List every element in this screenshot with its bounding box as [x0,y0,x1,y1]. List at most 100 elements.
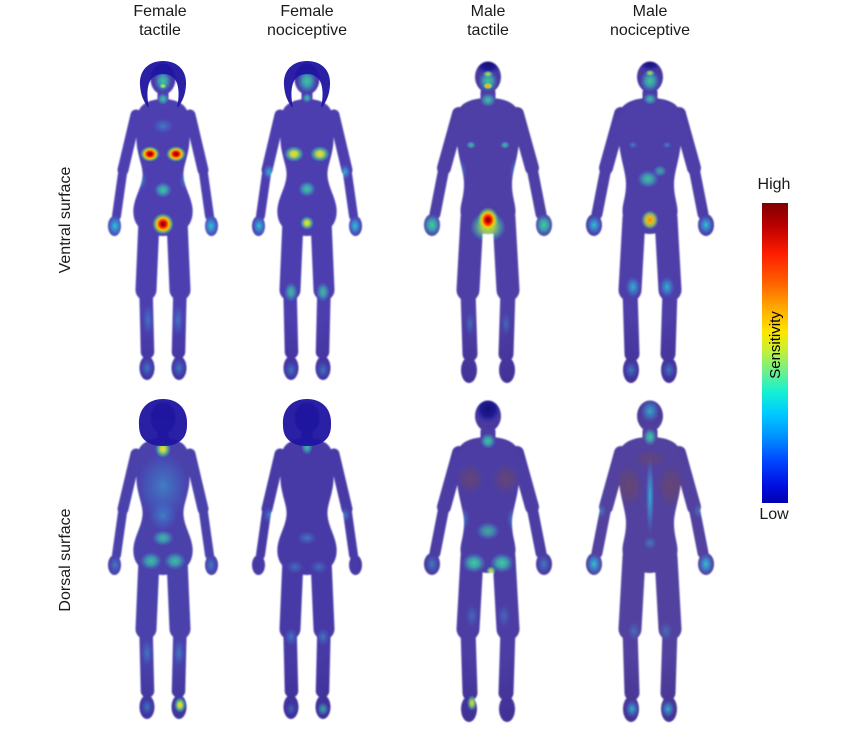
hand-right-hotspot [348,216,362,236]
body-silhouette [570,52,730,392]
column-header-line2: nociceptive [266,22,348,39]
nipple-left-hotspot [466,141,476,149]
elbow-left-hotspot [263,164,275,180]
hand-left-hotspot [586,553,602,575]
lower-back-hotspot [297,531,317,545]
shoulder-left-hotspot [455,462,485,496]
mid-back-hotspot [148,501,178,531]
sacrum-hotspot [643,536,657,550]
nipple-left-hotspot [140,146,160,162]
colorbar-axis-label: Sensitivity [767,311,784,379]
buttock-right-hotspot [490,553,514,573]
hand-right-hotspot [535,214,553,236]
colorbar-high-label: High [757,176,791,193]
lower-back-hotspot [152,530,174,546]
buttock-left-hotspot [286,560,304,574]
face-hotspot [154,70,172,92]
throat-hotspot [643,93,657,105]
nipple-right-hotspot [662,141,672,149]
hand-right-hotspot [698,215,714,235]
mouth-hotspot [483,82,493,90]
navel-hotspot [298,181,316,197]
hand-right-hotspot [698,553,714,575]
body-silhouette [88,52,238,392]
body-silhouette [570,391,730,731]
knee-left-hotspot [625,276,641,298]
column-header-male-nociceptive: Male nociceptive [575,2,725,40]
hand-left-hotspot [252,216,266,236]
heel-left-hotspot [467,695,477,711]
chest-hotspot [152,118,174,134]
upper-back-hotspot [136,451,190,521]
foot-right-hotspot [172,358,186,378]
navel-hotspot [154,182,172,198]
foot-left-hotspot [284,361,298,379]
body-map-male-nociceptive-dorsal [570,391,730,731]
body-map-female-nociceptive-ventral [232,52,382,392]
elbow-right-hotspot [339,164,351,180]
column-header-line1: Female [133,3,187,20]
nape-hotspot [480,433,496,449]
elbow-left-hotspot [595,503,607,519]
hair [138,399,188,446]
column-header-male-tactile: Male tactile [413,2,563,40]
body-map-female-tactile-ventral [88,52,238,392]
shin-left-hotspot [465,312,475,336]
buttock-left-hotspot [462,553,486,573]
hair [282,399,332,446]
buttock-center-hotspot [486,566,496,576]
face-hotspot [297,69,317,93]
nape-hotspot [643,428,657,446]
face-hotspot [640,70,660,92]
body-silhouette [232,52,382,392]
hand-left-hotspot [586,215,602,235]
hand-left-hotspot [423,214,441,236]
groin-hotspot [641,210,659,230]
flank-right-hotspot [509,158,523,186]
hand-right-hotspot [537,554,551,574]
body-map-male-nociceptive-ventral [570,52,730,392]
face-hotspot [478,70,498,92]
knee-right-hotspot [316,282,330,302]
knee-right-hotspot [659,276,675,298]
row-label-ventral-surface: Ventral surface [57,166,74,274]
nipple-left-hotspot [284,146,304,162]
back-left-hotspot [613,461,645,511]
buttock-left-hotspot [140,552,162,570]
belly-hotspot [637,170,659,188]
hand-left-hotspot [107,215,123,237]
column-header-line2: tactile [139,22,181,39]
foot-left-hotspot [140,358,154,378]
forehead-hotspot [645,69,655,77]
waist-left-hotspot [135,170,147,190]
foot-left-hotspot [624,361,638,379]
shin-right-hotspot [501,312,511,336]
nipple-right-hotspot [310,146,330,162]
body-silhouette [408,391,568,731]
foot-right-hotspot [662,361,676,379]
body-silhouette [232,391,382,731]
column-header-female-tactile: Female tactile [85,2,235,40]
foot-right-hotspot [661,700,675,718]
column-header-line1: Male [470,3,506,20]
flank-left-hotspot [456,507,470,531]
colorbar-gradient [762,203,788,503]
shin-left-hotspot [142,304,154,336]
nipple-right-hotspot [500,141,510,149]
body-silhouette [408,52,568,392]
buttock-right-hotspot [164,552,186,570]
colorbar [762,203,788,503]
forehead-hotspot [483,70,493,78]
hair [283,61,331,108]
thigh-right-hotspot [497,604,511,628]
nipple-left-hotspot [628,141,638,149]
flank-right-hotspot [506,507,520,531]
buttock-right-hotspot [310,560,328,574]
foot-left-hotspot [625,700,639,718]
hand-right-hotspot [205,556,217,574]
body-map-female-tactile-dorsal [88,391,238,731]
mouth-hotspot [159,83,167,89]
body-map-male-tactile-dorsal [408,391,568,731]
hand-left-hotspot [109,556,121,574]
groin-hotspot [300,216,314,230]
